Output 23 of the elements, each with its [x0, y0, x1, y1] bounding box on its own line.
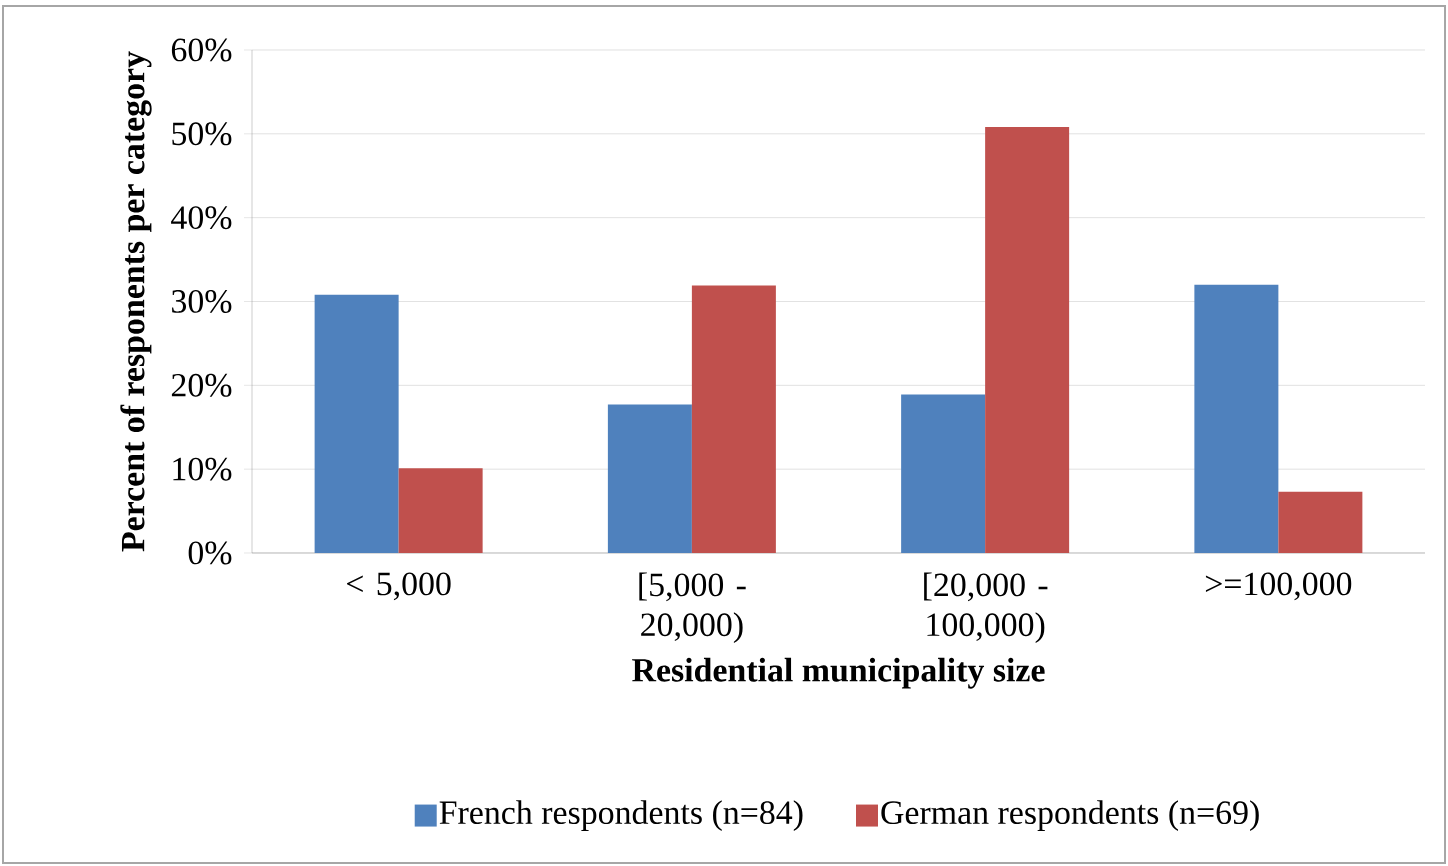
bar	[314, 294, 399, 553]
bar	[691, 285, 776, 553]
y-tick-label: 30%	[172, 290, 232, 313]
bar	[1194, 284, 1279, 553]
bar	[398, 468, 483, 553]
x-axis-title: Residential municipality size	[632, 657, 1045, 689]
bar	[901, 394, 986, 553]
y-tick-label: 50%	[172, 122, 232, 146]
y-tick-label: 10%	[173, 457, 232, 481]
legend-label: German respondents (n=69)	[881, 800, 1259, 831]
y-tick-label: 0%	[188, 541, 232, 565]
y-tick-label: 60%	[171, 38, 232, 62]
x-tick-label: >=100,000	[1205, 572, 1352, 601]
y-tick-label: 20%	[171, 373, 232, 397]
y-tick-label: 40%	[171, 206, 232, 230]
bar	[1278, 491, 1363, 553]
x-tick-label: < 5,000	[347, 572, 451, 601]
bar	[607, 404, 692, 553]
legend-label: French respondents (n=84)	[439, 800, 803, 831]
x-tick-label: [20,000 - 100,000)	[924, 572, 1048, 644]
bar	[985, 127, 1070, 553]
y-axis-title: Percent of responents per category	[120, 51, 152, 552]
x-tick-label: [5,000 - 20,000)	[639, 572, 746, 644]
